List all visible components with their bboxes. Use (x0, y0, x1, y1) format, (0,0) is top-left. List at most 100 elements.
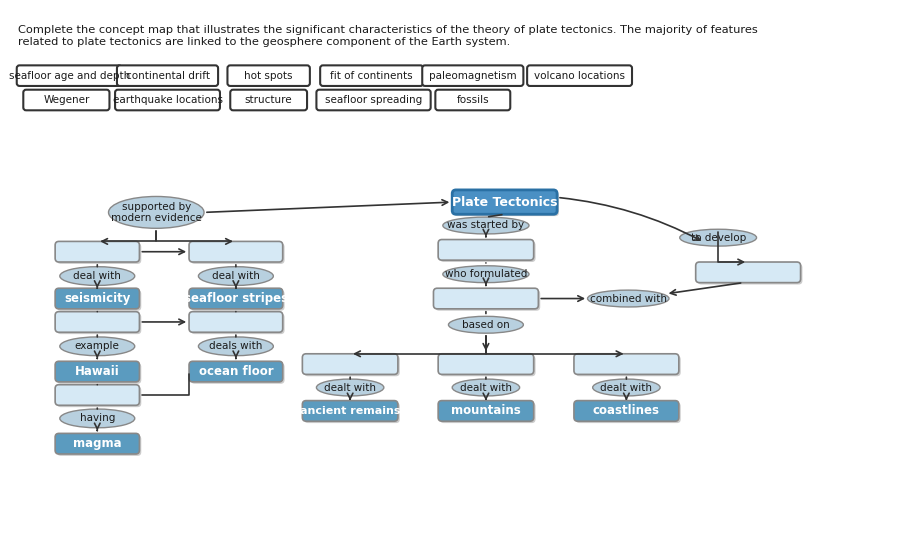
Ellipse shape (452, 379, 519, 396)
FancyBboxPatch shape (57, 243, 141, 264)
Text: seafloor spreading: seafloor spreading (324, 95, 422, 105)
FancyBboxPatch shape (302, 401, 397, 421)
FancyBboxPatch shape (438, 239, 533, 260)
Ellipse shape (587, 290, 668, 307)
FancyBboxPatch shape (304, 403, 399, 423)
FancyBboxPatch shape (57, 290, 141, 311)
Text: Complete the concept map that illustrates the significant characteristics of the: Complete the concept map that illustrate… (18, 25, 757, 47)
Ellipse shape (60, 409, 135, 428)
FancyBboxPatch shape (55, 361, 139, 382)
FancyBboxPatch shape (189, 288, 283, 309)
Text: mountains: mountains (451, 404, 520, 417)
FancyBboxPatch shape (228, 65, 310, 86)
FancyBboxPatch shape (452, 190, 556, 214)
FancyBboxPatch shape (57, 314, 141, 334)
Text: fossils: fossils (456, 95, 489, 105)
Ellipse shape (108, 197, 204, 228)
FancyBboxPatch shape (438, 401, 533, 421)
Ellipse shape (592, 379, 659, 396)
FancyBboxPatch shape (191, 314, 284, 334)
Text: deal with: deal with (73, 271, 121, 281)
Text: deal with: deal with (211, 271, 259, 281)
Text: dealt with: dealt with (600, 382, 652, 392)
Text: who formulated: who formulated (444, 269, 526, 279)
FancyBboxPatch shape (697, 264, 802, 285)
Text: Wegener: Wegener (43, 95, 89, 105)
Ellipse shape (60, 266, 135, 285)
Text: based on: based on (461, 320, 509, 330)
Text: earthquake locations: earthquake locations (112, 95, 222, 105)
Text: having: having (79, 413, 115, 423)
FancyBboxPatch shape (695, 262, 800, 283)
FancyBboxPatch shape (435, 290, 540, 311)
FancyBboxPatch shape (573, 354, 678, 375)
Text: deals with: deals with (209, 341, 262, 351)
Text: structure: structure (245, 95, 293, 105)
FancyBboxPatch shape (116, 65, 218, 86)
Text: to develop: to develop (690, 233, 745, 243)
FancyBboxPatch shape (57, 363, 141, 384)
FancyBboxPatch shape (189, 242, 283, 262)
Text: dealt with: dealt with (460, 382, 511, 392)
Ellipse shape (198, 337, 273, 356)
FancyBboxPatch shape (17, 65, 122, 86)
FancyBboxPatch shape (440, 403, 535, 423)
Text: Hawaii: Hawaii (75, 365, 119, 378)
Ellipse shape (198, 266, 273, 285)
Text: combined with: combined with (589, 294, 666, 304)
Text: magma: magma (73, 437, 122, 450)
FancyBboxPatch shape (440, 242, 535, 262)
Ellipse shape (448, 316, 523, 333)
FancyBboxPatch shape (55, 288, 139, 309)
Text: example: example (75, 341, 119, 351)
Text: dealt with: dealt with (324, 382, 376, 392)
FancyBboxPatch shape (453, 192, 558, 216)
FancyBboxPatch shape (55, 384, 139, 406)
FancyBboxPatch shape (189, 312, 283, 332)
FancyBboxPatch shape (575, 356, 680, 376)
FancyBboxPatch shape (422, 65, 523, 86)
FancyBboxPatch shape (230, 90, 307, 110)
Text: supported by
modern evidence: supported by modern evidence (111, 202, 201, 223)
Text: volcano locations: volcano locations (534, 71, 624, 81)
FancyBboxPatch shape (23, 90, 109, 110)
Text: hot spots: hot spots (244, 71, 293, 81)
Ellipse shape (679, 229, 756, 246)
FancyBboxPatch shape (55, 312, 139, 332)
Text: Plate Tectonics: Plate Tectonics (452, 196, 557, 209)
FancyBboxPatch shape (191, 290, 284, 311)
Text: seismicity: seismicity (64, 292, 130, 305)
FancyBboxPatch shape (575, 403, 680, 423)
FancyBboxPatch shape (316, 90, 430, 110)
Text: ocean floor: ocean floor (199, 365, 273, 378)
Ellipse shape (60, 337, 135, 356)
FancyBboxPatch shape (526, 65, 631, 86)
Text: continental drift: continental drift (126, 71, 209, 81)
FancyBboxPatch shape (320, 65, 423, 86)
Text: was started by: was started by (447, 220, 524, 230)
FancyBboxPatch shape (55, 433, 139, 454)
FancyBboxPatch shape (573, 401, 678, 421)
Ellipse shape (442, 217, 528, 234)
Text: paleomagnetism: paleomagnetism (429, 71, 516, 81)
FancyBboxPatch shape (302, 354, 397, 375)
FancyBboxPatch shape (115, 90, 219, 110)
FancyBboxPatch shape (191, 243, 284, 264)
FancyBboxPatch shape (57, 435, 141, 456)
FancyBboxPatch shape (55, 242, 139, 262)
Ellipse shape (442, 266, 528, 283)
Text: seafloor stripes: seafloor stripes (183, 292, 288, 305)
Text: ancient remains: ancient remains (300, 406, 400, 416)
FancyBboxPatch shape (433, 288, 538, 309)
Text: fit of continents: fit of continents (330, 71, 413, 81)
FancyBboxPatch shape (57, 387, 141, 407)
FancyBboxPatch shape (304, 356, 399, 376)
FancyBboxPatch shape (191, 363, 284, 384)
Text: seafloor age and depth: seafloor age and depth (8, 71, 130, 81)
FancyBboxPatch shape (440, 356, 535, 376)
FancyBboxPatch shape (435, 90, 509, 110)
FancyBboxPatch shape (189, 361, 283, 382)
Ellipse shape (316, 379, 384, 396)
FancyBboxPatch shape (438, 354, 533, 375)
Text: coastlines: coastlines (592, 404, 659, 417)
